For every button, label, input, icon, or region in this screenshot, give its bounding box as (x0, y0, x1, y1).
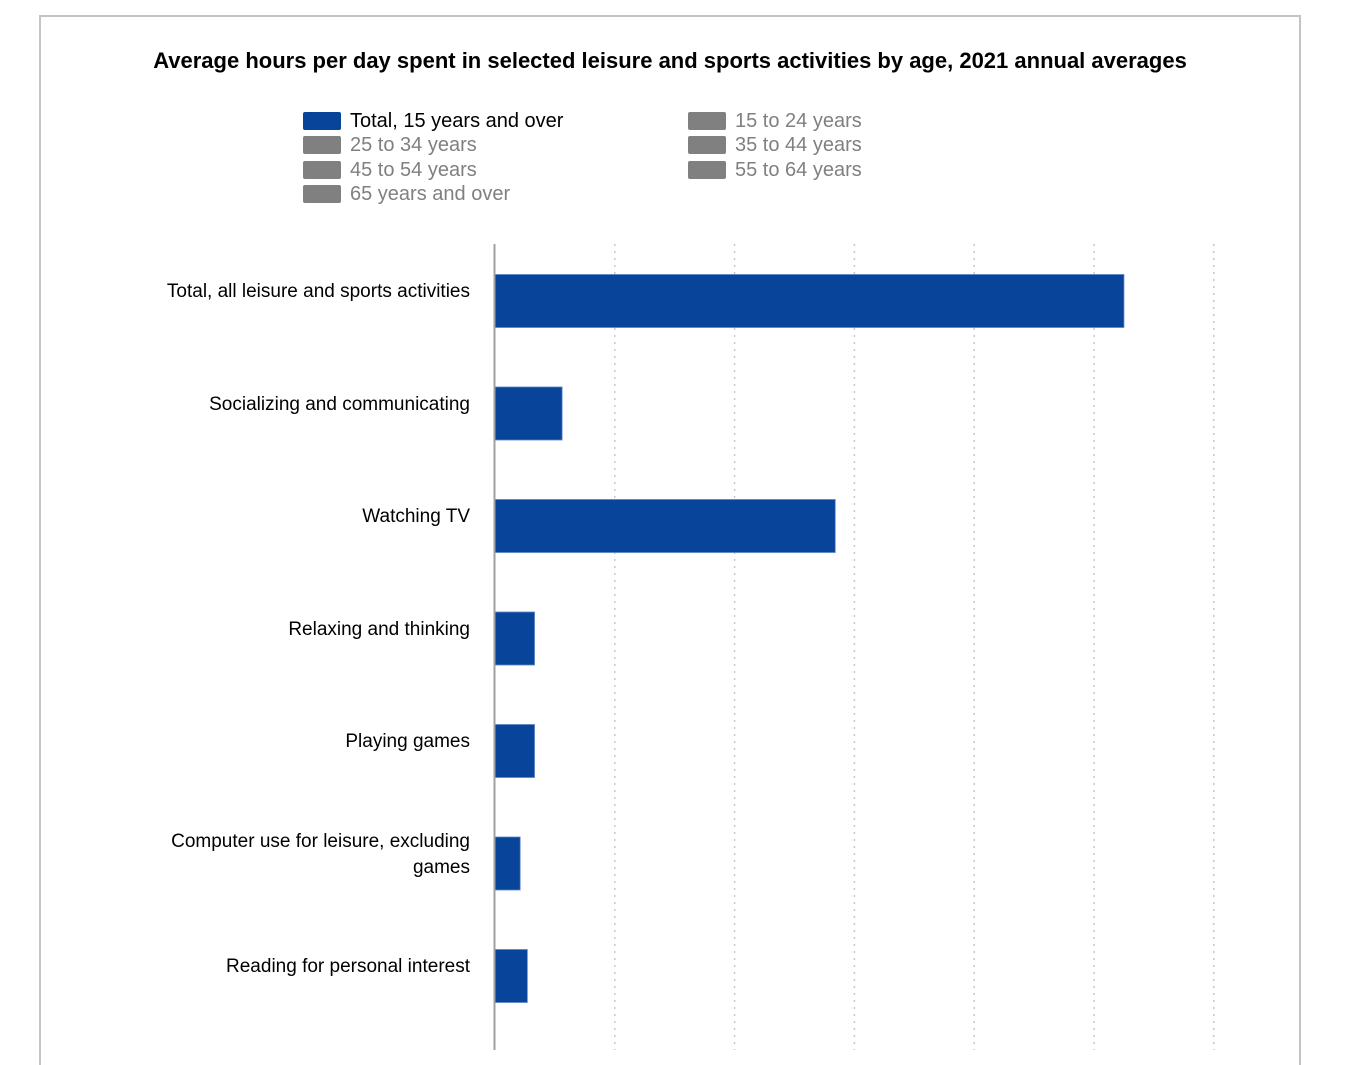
legend-label: 25 to 34 years (350, 133, 477, 156)
bar[interactable] (494, 949, 528, 1003)
category-label: Socializing and communicating (209, 393, 470, 415)
bar[interactable] (494, 499, 836, 553)
bar[interactable] (494, 274, 1125, 328)
chart-frame (39, 15, 1301, 1065)
legend-item-35-44[interactable]: 35 to 44 years (688, 133, 862, 157)
category-label: Computer use for leisure, excluding game… (171, 830, 470, 878)
bar[interactable] (494, 611, 535, 666)
legend-swatch (303, 185, 341, 203)
legend-label: 55 to 64 years (735, 158, 862, 181)
bar[interactable] (494, 724, 535, 778)
legend-swatch (688, 136, 726, 154)
legend-swatch (303, 161, 341, 179)
bar[interactable] (494, 386, 563, 441)
legend-item-55-64[interactable]: 55 to 64 years (688, 158, 862, 182)
bar[interactable] (494, 836, 521, 891)
gridlines (614, 244, 1215, 1050)
legend-label: 35 to 44 years (735, 133, 862, 156)
legend-item-65-over[interactable]: 65 years and over (303, 182, 510, 206)
legend-swatch (688, 112, 726, 130)
legend-label: 15 to 24 years (735, 109, 862, 132)
legend-item-15-24[interactable]: 15 to 24 years (688, 109, 862, 133)
legend-swatch (688, 161, 726, 179)
legend-swatch (303, 136, 341, 154)
legend-swatch (303, 112, 341, 130)
legend-label: 45 to 54 years (350, 158, 477, 181)
category-label: Playing games (345, 731, 470, 752)
category-label: Relaxing and thinking (288, 618, 470, 640)
legend-item-45-54[interactable]: 45 to 54 years (303, 158, 477, 182)
chart-title: Average hours per day spent in selected … (153, 48, 1187, 73)
legend-item-total[interactable]: Total, 15 years and over (303, 109, 563, 133)
category-label: Total, all leisure and sports activities (166, 281, 470, 302)
category-label: Watching TV (362, 506, 470, 527)
bars (494, 274, 1125, 1003)
category-label: Reading for personal interest (226, 956, 470, 977)
legend-item-25-34[interactable]: 25 to 34 years (303, 133, 477, 157)
legend-label: Total, 15 years and over (350, 109, 564, 132)
legend-label: 65 years and over (350, 182, 511, 205)
